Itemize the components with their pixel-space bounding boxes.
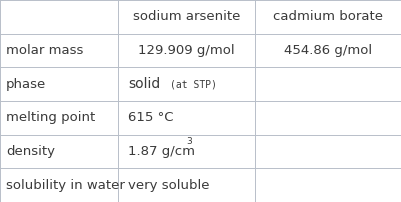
Text: 129.909 g/mol: 129.909 g/mol xyxy=(138,44,235,57)
Text: melting point: melting point xyxy=(6,111,95,124)
Text: 454.86 g/mol: 454.86 g/mol xyxy=(284,44,372,57)
Text: solubility in water: solubility in water xyxy=(6,179,125,192)
Text: phase: phase xyxy=(6,78,46,91)
Text: solid: solid xyxy=(128,77,160,91)
Text: cadmium borate: cadmium borate xyxy=(273,10,383,23)
Text: molar mass: molar mass xyxy=(6,44,83,57)
Text: 615 °C: 615 °C xyxy=(128,111,174,124)
Text: sodium arsenite: sodium arsenite xyxy=(133,10,240,23)
Text: density: density xyxy=(6,145,55,158)
Text: 3: 3 xyxy=(186,137,192,146)
Text: (at STP): (at STP) xyxy=(170,79,217,89)
Text: 1.87 g/cm: 1.87 g/cm xyxy=(128,145,195,158)
Text: very soluble: very soluble xyxy=(128,179,210,192)
